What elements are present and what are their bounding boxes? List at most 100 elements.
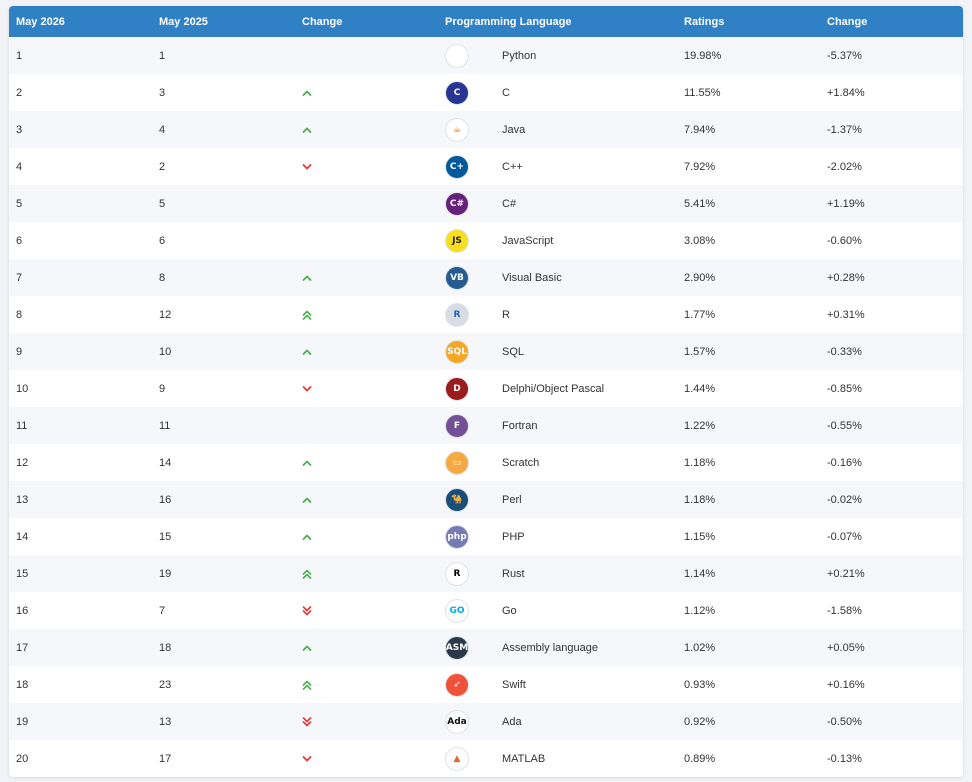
- language-logo-cell: SQL: [438, 333, 495, 370]
- previous-rank: 12: [159, 308, 172, 321]
- table-row[interactable]: 14 15 php PHP 1.15% -0.07%: [9, 518, 963, 555]
- previous-rank: 16: [159, 493, 172, 506]
- perl-icon: 🐪: [445, 487, 469, 512]
- rank-change-cell: [295, 259, 438, 296]
- rating: 11.55%: [684, 86, 721, 99]
- language-logo-cell: ☕: [438, 111, 495, 148]
- current-rank: 5: [16, 197, 23, 210]
- table-row[interactable]: 8 12 R R 1.77% +0.31%: [9, 296, 963, 333]
- table-row[interactable]: 5 5 C# C# 5.41% +1.19%: [9, 185, 963, 222]
- previous-rank: 11: [159, 419, 171, 432]
- rating-change: +0.28%: [827, 271, 865, 284]
- trend-up-icon: [302, 274, 438, 282]
- table-row[interactable]: 20 17 ▲ MATLAB 0.89% -0.13%: [9, 740, 963, 777]
- language-name[interactable]: C: [502, 86, 510, 99]
- previous-rank: 6: [159, 234, 166, 247]
- language-name[interactable]: Scratch: [502, 456, 540, 469]
- language-logo-cell: F: [438, 407, 495, 444]
- rating: 0.93%: [684, 678, 716, 691]
- previous-rank: 23: [159, 678, 172, 691]
- current-rank: 9: [16, 345, 23, 358]
- language-name[interactable]: Delphi/Object Pascal: [502, 382, 605, 395]
- table-row[interactable]: 17 18 ASM Assembly language 1.02% +0.05%: [9, 629, 963, 666]
- table-row[interactable]: 12 14 ▭ Scratch 1.18% -0.16%: [9, 444, 963, 481]
- table-row[interactable]: 19 13 Ada Ada 0.92% -0.50%: [9, 703, 963, 740]
- language-name[interactable]: Rust: [502, 567, 525, 580]
- table-row[interactable]: 4 2 C+ C++ 7.92% -2.02%: [9, 148, 963, 185]
- language-name[interactable]: Ada: [502, 715, 522, 728]
- current-rank: 2: [16, 86, 23, 99]
- header-previous-rank[interactable]: May 2025: [159, 15, 208, 28]
- header-current-rank[interactable]: May 2026: [16, 15, 65, 28]
- fortran-icon: F: [445, 413, 469, 438]
- previous-rank: 5: [159, 197, 166, 210]
- rank-change-cell: [295, 111, 438, 148]
- header-ratings[interactable]: Ratings: [684, 15, 725, 28]
- language-name[interactable]: Swift: [502, 678, 526, 691]
- language-logo-cell: VB: [438, 259, 495, 296]
- rating-change: -0.13%: [827, 752, 862, 765]
- language-name[interactable]: Perl: [502, 493, 522, 506]
- rank-change-cell: [295, 518, 438, 555]
- trend-up-icon: [302, 126, 438, 134]
- current-rank: 12: [16, 456, 29, 469]
- current-rank: 8: [16, 308, 23, 321]
- tiobe-index-table: May 2026 May 2025 Change Programming Lan…: [9, 6, 963, 777]
- language-logo-cell: C: [438, 74, 495, 111]
- rating-change: +0.05%: [827, 641, 865, 654]
- table-row[interactable]: 2 3 C C 11.55% +1.84%: [9, 74, 963, 111]
- current-rank: 6: [16, 234, 23, 247]
- table-row[interactable]: 1 1 Python 19.98% -5.37%: [9, 37, 963, 74]
- language-name[interactable]: Go: [502, 604, 517, 617]
- table-row[interactable]: 9 10 SQL SQL 1.57% -0.33%: [9, 333, 963, 370]
- trend-up-icon: [302, 644, 438, 652]
- scratch-icon: ▭: [445, 450, 469, 475]
- language-name[interactable]: Java: [502, 123, 526, 136]
- language-name[interactable]: SQL: [502, 345, 525, 358]
- rating: 19.98%: [684, 49, 722, 62]
- language-name[interactable]: Fortran: [502, 419, 538, 432]
- rank-change-cell: [295, 555, 438, 592]
- trend-up-double-icon: [302, 569, 438, 579]
- language-name[interactable]: JavaScript: [502, 234, 554, 247]
- language-logo-cell: [438, 37, 495, 74]
- trend-down-icon: [302, 755, 438, 763]
- table-row[interactable]: 18 23 ➶ Swift 0.93% +0.16%: [9, 666, 963, 703]
- table-row[interactable]: 7 8 VB Visual Basic 2.90% +0.28%: [9, 259, 963, 296]
- language-logo-cell: php: [438, 518, 495, 555]
- previous-rank: 2: [159, 160, 166, 173]
- python-icon: [445, 43, 469, 68]
- rating-change: +1.84%: [827, 86, 865, 99]
- header-rank-change[interactable]: Change: [302, 15, 343, 28]
- table-row[interactable]: 3 4 ☕ Java 7.94% -1.37%: [9, 111, 963, 148]
- table-row[interactable]: 6 6 JS JavaScript 3.08% -0.60%: [9, 222, 963, 259]
- table-row[interactable]: 15 19 R Rust 1.14% +0.21%: [9, 555, 963, 592]
- current-rank: 10: [16, 382, 29, 395]
- language-name[interactable]: MATLAB: [502, 752, 546, 765]
- rating: 1.12%: [684, 604, 716, 617]
- language-name[interactable]: Assembly language: [502, 641, 599, 654]
- table-row[interactable]: 10 9 D Delphi/Object Pascal 1.44% -0.85%: [9, 370, 963, 407]
- current-rank: 17: [16, 641, 29, 654]
- trend-down-double-icon: [302, 716, 438, 727]
- php-icon: php: [445, 524, 469, 549]
- language-name[interactable]: C++: [502, 160, 523, 173]
- table-row[interactable]: 13 16 🐪 Perl 1.18% -0.02%: [9, 481, 963, 518]
- language-name[interactable]: C#: [502, 197, 517, 210]
- header-rating-change[interactable]: Change: [827, 15, 868, 28]
- language-name[interactable]: Visual Basic: [502, 271, 562, 284]
- table-row[interactable]: 11 11 F Fortran 1.22% -0.55%: [9, 407, 963, 444]
- rating: 1.57%: [684, 345, 716, 358]
- rating: 1.77%: [684, 308, 716, 321]
- language-name[interactable]: Python: [502, 49, 537, 62]
- current-rank: 7: [16, 271, 23, 284]
- table-row[interactable]: 16 7 GO Go 1.12% -1.58%: [9, 592, 963, 629]
- language-name[interactable]: R: [502, 308, 510, 321]
- ada-icon: Ada: [445, 709, 469, 734]
- rank-change-cell: [295, 444, 438, 481]
- language-name[interactable]: PHP: [502, 530, 525, 543]
- rating-change: -0.02%: [827, 493, 862, 506]
- trend-down-icon: [302, 385, 438, 393]
- table-header: May 2026 May 2025 Change Programming Lan…: [9, 6, 963, 37]
- header-programming-language[interactable]: Programming Language: [445, 15, 572, 28]
